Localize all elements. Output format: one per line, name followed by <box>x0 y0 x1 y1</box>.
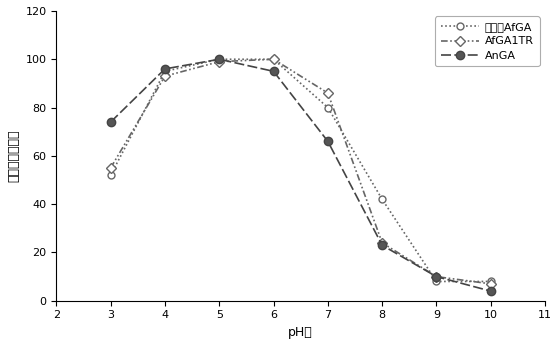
AfGA1TR <box>107 166 114 170</box>
天然のAfGA <box>107 173 114 177</box>
天然のAfGA <box>216 57 222 61</box>
AnGA <box>487 289 494 293</box>
天然のAfGA <box>324 106 331 110</box>
天然のAfGA <box>487 279 494 283</box>
天然のAfGA <box>379 197 386 201</box>
AfGA1TR <box>324 91 331 95</box>
Legend: 天然のAfGA, AfGA1TR, AnGA: 天然のAfGA, AfGA1TR, AnGA <box>435 17 539 66</box>
AfGA1TR <box>270 57 277 61</box>
AfGA1TR <box>162 74 168 78</box>
AnGA <box>162 67 168 71</box>
AnGA <box>433 274 440 279</box>
AnGA <box>324 139 331 144</box>
Line: AfGA1TR: AfGA1TR <box>107 56 494 287</box>
AfGA1TR <box>379 241 386 245</box>
天然のAfGA <box>433 279 440 283</box>
Line: AnGA: AnGA <box>106 55 495 295</box>
AnGA <box>216 57 222 61</box>
Y-axis label: 相対活量（％）: 相対活量（％） <box>7 130 20 182</box>
天然のAfGA <box>270 57 277 61</box>
AfGA1TR <box>216 60 222 64</box>
天然のAfGA <box>162 69 168 73</box>
AnGA <box>107 120 114 124</box>
AfGA1TR <box>433 274 440 279</box>
X-axis label: pH値: pH値 <box>288 326 313 339</box>
Line: 天然のAfGA: 天然のAfGA <box>107 56 494 285</box>
AnGA <box>270 69 277 73</box>
AfGA1TR <box>487 282 494 286</box>
AnGA <box>379 243 386 247</box>
